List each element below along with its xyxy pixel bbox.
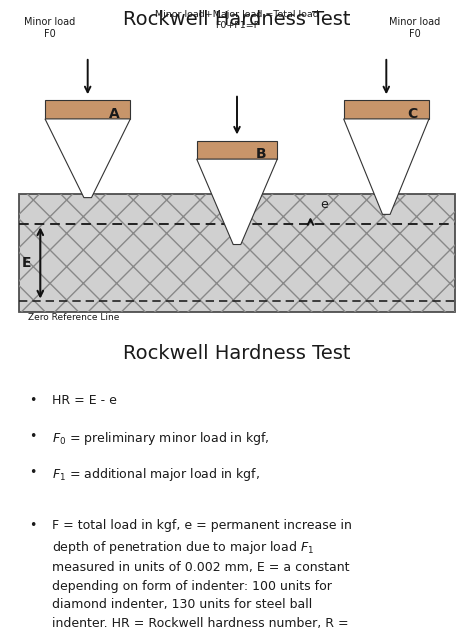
Text: Zero Reference Line: Zero Reference Line: [28, 313, 120, 322]
Text: Minor load
F0: Minor load F0: [24, 17, 75, 39]
Text: $F_1$ = additional major load in kgf,: $F_1$ = additional major load in kgf,: [52, 466, 260, 483]
Text: •: •: [29, 430, 37, 443]
Text: C: C: [408, 107, 418, 121]
Text: •: •: [29, 519, 37, 532]
Text: •: •: [29, 394, 37, 408]
Text: •: •: [29, 466, 37, 478]
Text: $F_0$ = preliminary minor load in kgf,: $F_0$ = preliminary minor load in kgf,: [52, 430, 270, 447]
Text: A: A: [109, 107, 120, 121]
Text: F = total load in kgf, e = permanent increase in
depth of penetration due to maj: F = total load in kgf, e = permanent inc…: [52, 519, 352, 629]
Text: e: e: [320, 198, 328, 211]
Text: B: B: [256, 147, 266, 161]
Bar: [197, 141, 277, 159]
Polygon shape: [344, 119, 429, 214]
Polygon shape: [45, 119, 130, 198]
Text: Rockwell Hardness Test: Rockwell Hardness Test: [123, 344, 351, 363]
Text: E: E: [21, 256, 31, 270]
Bar: [19, 194, 455, 312]
Text: HR = E - e: HR = E - e: [52, 394, 117, 408]
Bar: [45, 100, 130, 119]
Bar: [344, 100, 429, 119]
Bar: [19, 194, 455, 312]
Text: Minor load+Major load =Total load
F0+F1=F: Minor load+Major load =Total load F0+F1=…: [155, 10, 319, 30]
Polygon shape: [197, 159, 277, 245]
Text: Rockwell Hardness Test: Rockwell Hardness Test: [123, 10, 351, 29]
Text: Minor load
F0: Minor load F0: [389, 17, 440, 39]
